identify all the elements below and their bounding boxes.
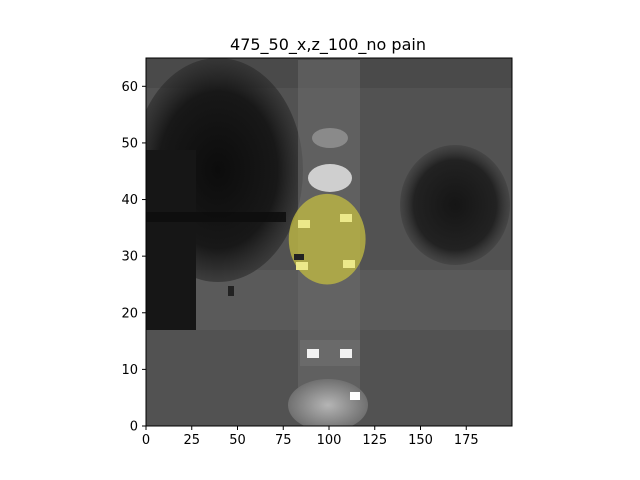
overlay-bright-spot-4 xyxy=(343,260,355,268)
heatmap-image xyxy=(146,58,512,426)
x-tick-label: 25 xyxy=(183,433,200,448)
overlay-bright-spot-2 xyxy=(340,214,352,222)
x-tick-label: 175 xyxy=(454,433,479,448)
image-bright-spot-right xyxy=(340,349,352,358)
x-tick-label: 125 xyxy=(362,433,387,448)
y-tick-label: 10 xyxy=(121,363,138,378)
x-tick-label: 150 xyxy=(408,433,433,448)
overlay-dark-spot xyxy=(294,254,304,260)
image-right-dark-region xyxy=(400,145,510,265)
y-tick-label: 40 xyxy=(121,193,138,208)
x-axis: 0 25 50 75 100 125 150 175 xyxy=(142,426,479,448)
y-tick-label: 50 xyxy=(121,136,138,151)
overlay-bright-spot-3 xyxy=(296,262,308,270)
chart-title: 475_50_x,z_100_no pain xyxy=(230,35,426,55)
segmentation-overlay xyxy=(288,193,366,285)
y-axis: 0 10 20 30 40 50 60 xyxy=(121,80,146,435)
x-tick-label: 75 xyxy=(275,433,292,448)
image-small-dark-spot xyxy=(228,286,234,296)
image-left-dark-edge xyxy=(146,150,196,330)
x-tick-label: 0 xyxy=(142,433,150,448)
image-dark-streak xyxy=(146,212,286,222)
y-tick-label: 0 xyxy=(130,420,138,435)
overlay-bright-spot-1 xyxy=(298,220,310,228)
image-bright-spot-left xyxy=(307,349,319,358)
image-bright-structure xyxy=(308,164,352,192)
x-tick-label: 50 xyxy=(229,433,246,448)
y-tick-label: 20 xyxy=(121,306,138,321)
y-tick-label: 30 xyxy=(121,250,138,265)
image-upper-vertebra xyxy=(312,128,348,148)
image-bottom-bone xyxy=(288,379,368,426)
image-bottom-bright-spot xyxy=(350,392,360,400)
x-tick-label: 100 xyxy=(317,433,342,448)
y-tick-label: 60 xyxy=(121,80,138,95)
